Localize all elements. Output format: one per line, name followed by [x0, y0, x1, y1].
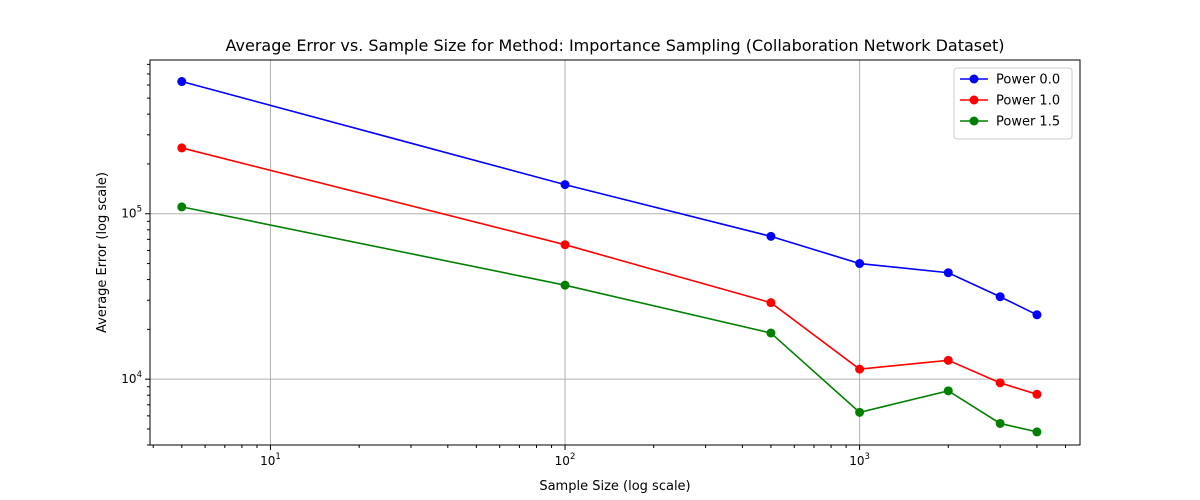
axes — [149, 59, 1081, 446]
legend-entry-label: Power 1.5 — [996, 115, 1060, 130]
series-2-point — [855, 407, 865, 417]
y-tick-label: 104 — [121, 370, 142, 386]
series-line-1 — [181, 147, 1038, 396]
series-line-2 — [181, 206, 1038, 433]
series-1-point — [943, 355, 953, 365]
series-2-point — [943, 386, 953, 396]
chart-title: Average Error vs. Sample Size for Method… — [226, 36, 1005, 55]
series-0-point — [943, 268, 953, 278]
grid — [150, 60, 1080, 445]
y-tick-label: 105 — [121, 205, 142, 221]
series-0-point — [177, 77, 187, 87]
x-tick-label: 103 — [849, 452, 870, 468]
series-0-point — [560, 180, 570, 190]
series-2-point — [1032, 427, 1042, 437]
y-axis-label: Average Error (log scale) — [95, 172, 110, 333]
series-2-point — [995, 418, 1005, 428]
series-0-point — [995, 292, 1005, 302]
x-tick-label: 102 — [555, 452, 576, 468]
x-axis-label: Sample Size (log scale) — [539, 479, 690, 494]
x-tick-label: 101 — [260, 452, 281, 468]
plot-frame — [149, 59, 1081, 446]
series-2-point — [177, 202, 187, 212]
legend-swatch-marker — [969, 95, 979, 105]
series-2-point — [766, 328, 776, 338]
legend-swatch-marker — [969, 116, 979, 126]
ticks: 101 102 103 104 105 — [121, 63, 1067, 468]
series-0-point — [1032, 310, 1042, 320]
series-0-point — [855, 259, 865, 269]
series-1-point — [766, 298, 776, 308]
series-1-point — [995, 378, 1005, 388]
series — [177, 77, 1042, 437]
legend-swatch-marker — [969, 74, 979, 84]
series-1-point — [855, 364, 865, 374]
series-line-0 — [181, 80, 1038, 316]
series-0-point — [766, 231, 776, 241]
series-1-point — [177, 143, 187, 153]
legend-entry-label: Power 0.0 — [996, 73, 1060, 88]
series-1-point — [1032, 389, 1042, 399]
series-1-point — [560, 240, 570, 250]
series-2-point — [560, 280, 570, 290]
legend: Power 0.0 Power 1.0 Power 1.5 — [953, 67, 1073, 140]
legend-entry-label: Power 1.0 — [996, 94, 1060, 109]
